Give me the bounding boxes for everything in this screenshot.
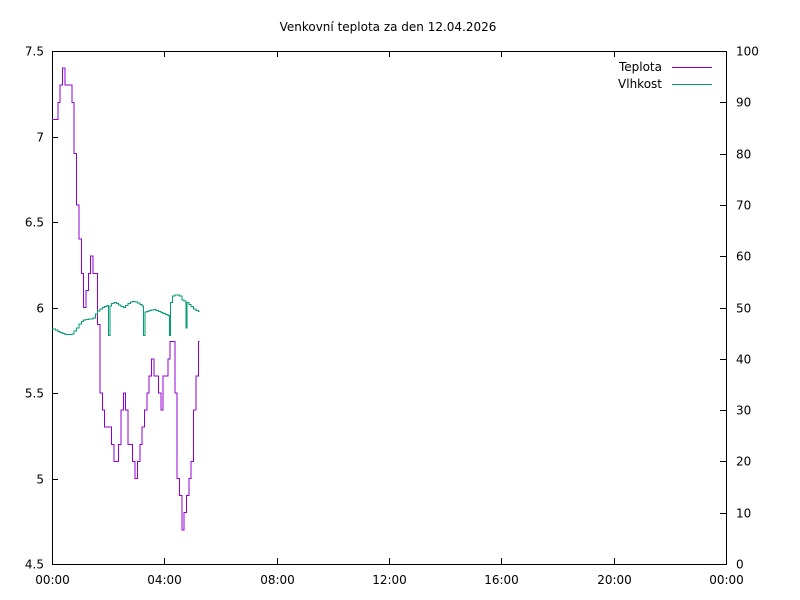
x-tick-label: 08:00 — [260, 573, 295, 587]
y-left-tick-label: 5 — [36, 473, 44, 487]
y-left-tick-label: 7 — [36, 131, 44, 145]
series-line-1 — [52, 294, 200, 337]
y-right-tick-label: 90 — [736, 96, 751, 110]
y-right-tick-label: 40 — [736, 353, 751, 367]
x-tick-label: 00:00 — [709, 573, 744, 587]
y-left-tick-label: 7.5 — [25, 45, 44, 59]
x-tick-label: 12:00 — [372, 573, 407, 587]
chart-title: Venkovní teplota za den 12.04.2026 — [280, 20, 497, 34]
axis-ticks: 4.5 5 5.5 6 6.5 7 7.5 0 10 20 30 40 50 60 70 80 90 100 00:… — [25, 45, 759, 588]
y-left-tick-label: 5.5 — [25, 387, 44, 401]
series-layer — [52, 67, 200, 531]
y-right-tick-label: 20 — [736, 455, 751, 469]
plot-frame — [52, 51, 727, 565]
x-tick-label: 00:00 — [35, 573, 70, 587]
legend-label-1: Vlhkost — [618, 77, 662, 91]
x-tick-label: 04:00 — [147, 573, 182, 587]
legend: Teplota Vlhkost — [618, 60, 712, 91]
x-tick-label: 20:00 — [597, 573, 632, 587]
x-tick-label: 16:00 — [484, 573, 519, 587]
y-left-tick-label: 6.5 — [25, 216, 44, 230]
y-left-tick-label: 4.5 — [25, 558, 44, 572]
y-right-tick-label: 70 — [736, 199, 751, 213]
series-line-0 — [52, 67, 200, 531]
y-right-tick-label: 100 — [736, 45, 759, 59]
y-left-tick-label: 6 — [36, 302, 44, 316]
y-right-tick-label: 80 — [736, 148, 751, 162]
y-right-tick-label: 10 — [736, 507, 751, 521]
y-right-tick-label: 60 — [736, 250, 751, 264]
y-right-tick-label: 0 — [736, 558, 744, 572]
legend-label-0: Teplota — [618, 60, 662, 74]
y-right-tick-label: 50 — [736, 302, 751, 316]
y-right-tick-label: 30 — [736, 404, 751, 418]
